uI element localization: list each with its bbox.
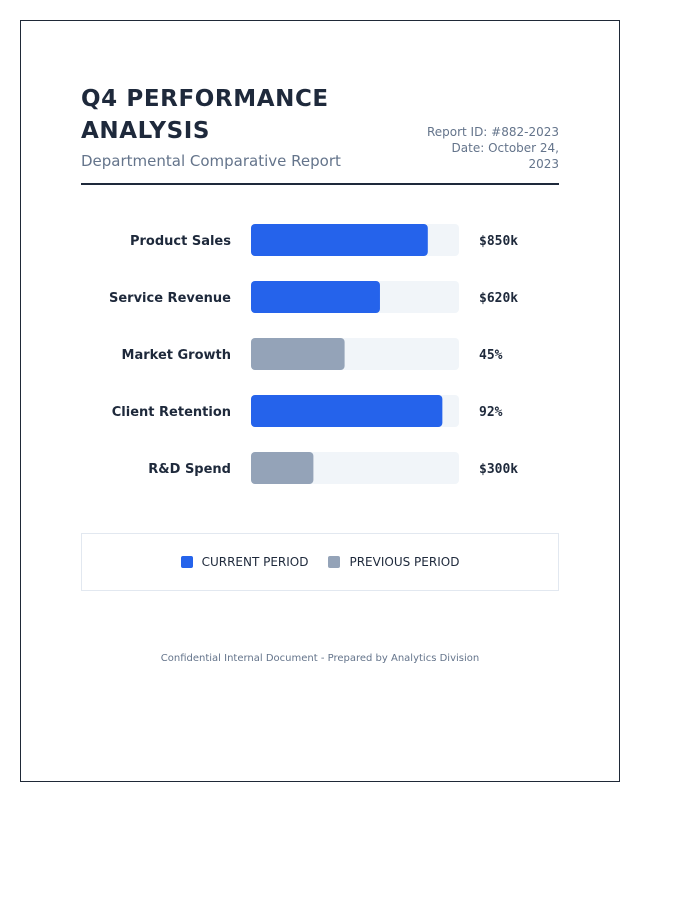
report-subtitle: Departmental Comparative Report xyxy=(81,152,341,170)
report-header: Q4 PERFORMANCE ANALYSIS Departmental Com… xyxy=(81,83,559,185)
bar xyxy=(251,338,345,370)
legend-item-previous: PREVIOUS PERIOD xyxy=(328,555,459,569)
bar xyxy=(251,224,428,256)
value-label: $300k xyxy=(479,462,518,477)
category-label: Service Revenue xyxy=(109,291,231,306)
legend-swatch-previous xyxy=(328,556,341,568)
bar-chart: Product Sales $850k Service Revenue $620k Ma… xyxy=(109,224,518,484)
legend-label-current: CURRENT PERIOD xyxy=(201,555,309,569)
legend-item-current: CURRENT PERIOD xyxy=(180,555,309,569)
legend-label-previous: PREVIOUS PERIOD xyxy=(349,555,460,569)
category-label: Client Retention xyxy=(112,405,231,420)
bar xyxy=(251,395,443,427)
bar xyxy=(251,452,314,484)
report-footer: Confidential Internal Document - Prepare… xyxy=(160,653,480,664)
report-title: Q4 PERFORMANCE ANALYSIS xyxy=(81,86,329,144)
value-label: $850k xyxy=(479,234,518,249)
value-label: 45% xyxy=(479,348,503,363)
legend-swatch-current xyxy=(180,556,193,568)
value-label: $620k xyxy=(479,291,518,306)
report-meta: Report ID: #882-2023 Date: October 24, 2… xyxy=(419,124,559,172)
category-label: Product Sales xyxy=(130,234,231,249)
category-label: Market Growth xyxy=(122,348,231,363)
value-label: 92% xyxy=(479,405,503,420)
chart-legend: CURRENT PERIOD PREVIOUS PERIOD xyxy=(81,533,559,591)
report-id: Report ID: #882-2023 xyxy=(426,125,559,139)
report-page: Q4 PERFORMANCE ANALYSIS Departmental Com… xyxy=(20,20,620,782)
report-date: Date: October 24, 2023 xyxy=(451,141,559,171)
bar xyxy=(251,281,380,313)
category-label: R&D Spend xyxy=(148,462,231,477)
